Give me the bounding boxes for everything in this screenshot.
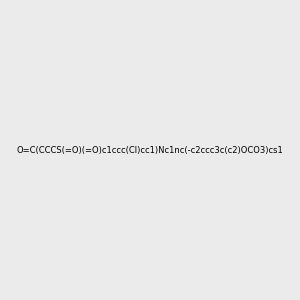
Text: O=C(CCCS(=O)(=O)c1ccc(Cl)cc1)Nc1nc(-c2ccc3c(c2)OCO3)cs1: O=C(CCCS(=O)(=O)c1ccc(Cl)cc1)Nc1nc(-c2cc… bbox=[16, 146, 283, 154]
